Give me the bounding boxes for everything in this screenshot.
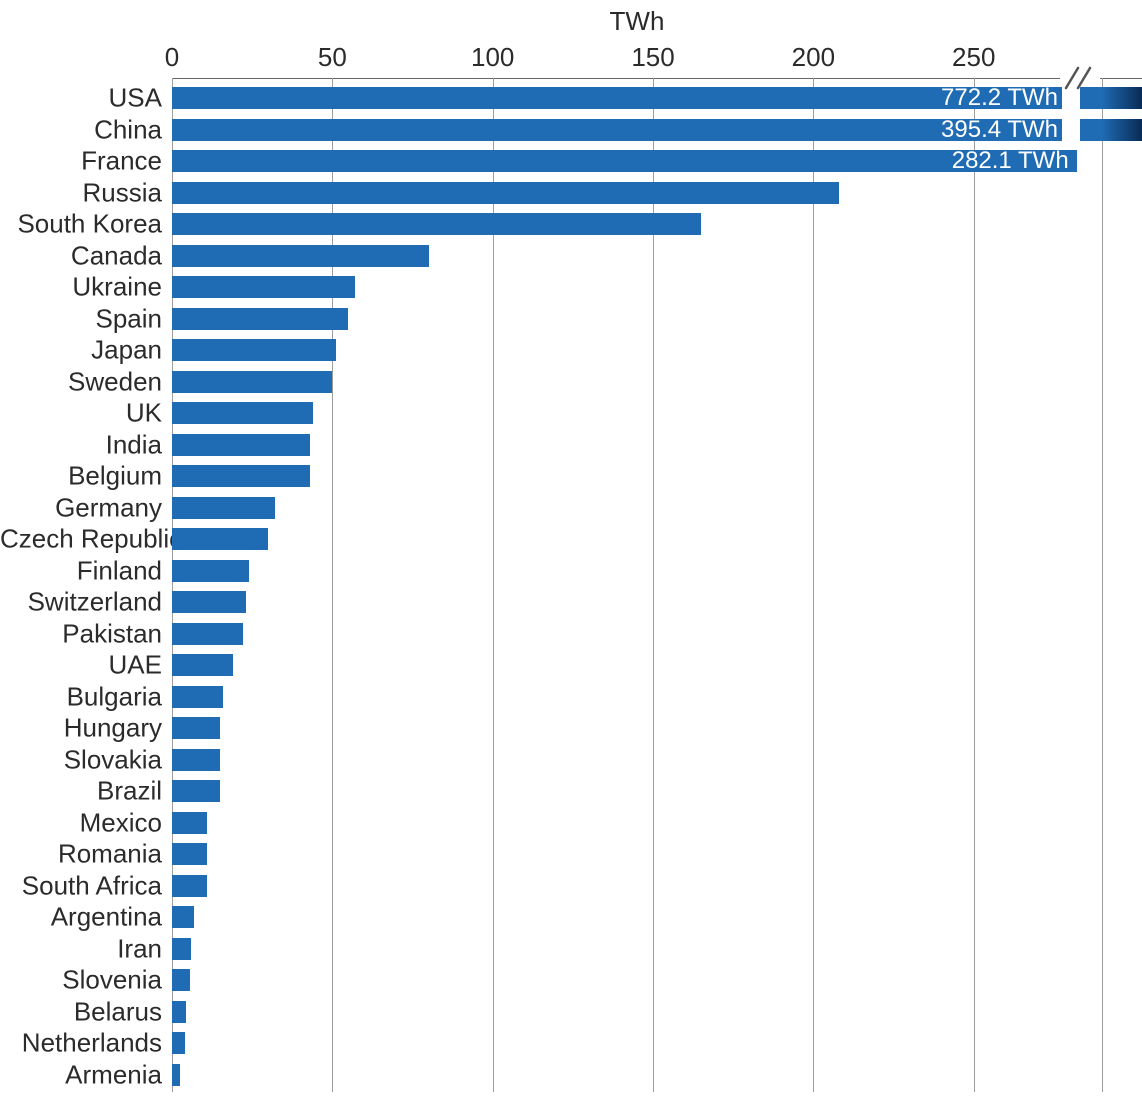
row-label: UAE [0,650,162,681]
bar [172,213,701,235]
nuclear-generation-bar-chart: TWh 0 50 100 150 200 250 USA 772.2 TWh China 395.4… [0,0,1142,1115]
x-tick-label: 200 [792,42,835,73]
row-label: France [0,146,162,177]
x-tick-label: 50 [318,42,347,73]
row-label: Canada [0,240,162,271]
bar [172,497,275,519]
row-label: Switzerland [0,587,162,618]
row-label: Russia [0,177,162,208]
row-label: South Korea [0,209,162,240]
plot-top-border [172,78,1142,79]
row-label: Japan [0,335,162,366]
bar-overflow-segment [1080,87,1142,109]
row-label: Pakistan [0,618,162,649]
row-label: Bulgaria [0,681,162,712]
axis-title: TWh [172,6,1102,37]
bar [172,528,268,550]
bar [172,1064,180,1086]
bar-value-label: 395.4 TWh [941,116,1058,144]
bar [172,843,207,865]
row-label: Germany [0,492,162,523]
row-label: India [0,429,162,460]
bar [172,402,313,424]
row-label: Spain [0,303,162,334]
bar-overflow-fade [1102,119,1142,141]
x-tick-label: 0 [165,42,179,73]
row-label: Slovakia [0,744,162,775]
gridline [974,78,975,1092]
bar-overflow-fade [1102,87,1142,109]
bar [172,434,310,456]
plot-right-border [1102,78,1103,1092]
bar [172,906,194,928]
bar-value-label: 282.1 TWh [952,147,1069,175]
row-label: UK [0,398,162,429]
row-label: Iran [0,933,162,964]
bar [172,717,220,739]
bar [172,780,220,802]
bar [172,150,1077,172]
x-tick-label: 250 [952,42,995,73]
bar [172,339,336,361]
bar [172,276,355,298]
row-label: South Africa [0,870,162,901]
row-label: Netherlands [0,1028,162,1059]
row-label: Belgium [0,461,162,492]
bar [172,938,191,960]
gridline [813,78,814,1092]
bar [172,308,348,330]
x-tick-label: 100 [471,42,514,73]
row-label: Slovenia [0,965,162,996]
row-label: Czech Republic [0,524,162,555]
bar [172,560,249,582]
bar [172,875,207,897]
bar [172,87,1062,109]
row-label: Argentina [0,902,162,933]
bar [172,591,246,613]
row-label: Sweden [0,366,162,397]
bar [172,654,233,676]
bar [172,686,223,708]
bar [172,119,1062,141]
bar [172,969,190,991]
row-label: Belarus [0,996,162,1027]
bar [172,749,220,771]
row-label: Armenia [0,1059,162,1090]
row-label: Ukraine [0,272,162,303]
bar [172,812,207,834]
row-label: Brazil [0,776,162,807]
bar [172,245,429,267]
x-tick-label: 150 [631,42,674,73]
bar [172,465,310,487]
bar [172,371,332,393]
row-label: Romania [0,839,162,870]
row-label: Mexico [0,807,162,838]
row-label: Finland [0,555,162,586]
bar [172,182,839,204]
row-label: Hungary [0,713,162,744]
bar [172,1001,186,1023]
row-label: USA [0,83,162,114]
bar-value-label: 772.2 TWh [941,84,1058,112]
bar-overflow-segment [1080,119,1142,141]
row-label: China [0,114,162,145]
bar [172,1032,185,1054]
bar [172,623,243,645]
